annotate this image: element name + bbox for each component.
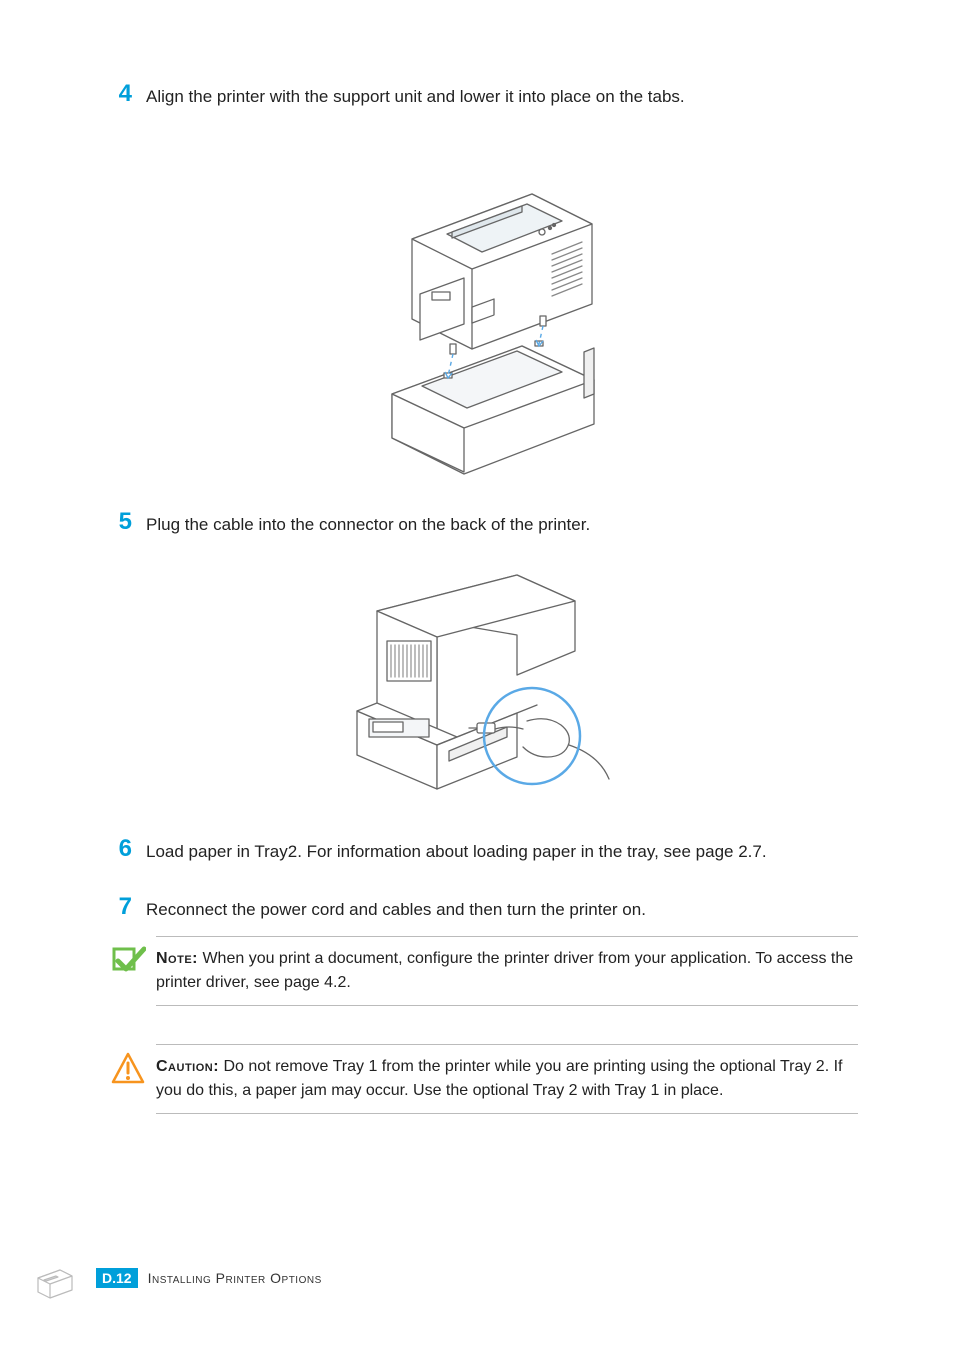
figure-align-printer — [96, 124, 858, 484]
footer-title: Installing Printer Options — [148, 1270, 322, 1286]
step-7: 7 Reconnect the power cord and cables an… — [96, 893, 858, 923]
step-text: Align the printer with the support unit … — [146, 80, 858, 110]
step-number: 6 — [96, 835, 146, 865]
step-text: Reconnect the power cord and cables and … — [146, 893, 858, 923]
step-number: 5 — [96, 508, 146, 538]
caution-label: Caution: — [156, 1058, 219, 1075]
caution-callout: Caution: Do not remove Tray 1 from the p… — [156, 1044, 858, 1114]
footer-badge-num: 12 — [116, 1270, 132, 1286]
note-callout: Note: When you print a document, configu… — [156, 936, 858, 1006]
figure-plug-cable — [96, 551, 858, 811]
printer-corner-icon — [32, 1258, 78, 1304]
step-4: 4 Align the printer with the support uni… — [96, 80, 858, 110]
footer-badge: D.12 — [96, 1268, 138, 1288]
step-6: 6 Load paper in Tray2. For information a… — [96, 835, 858, 865]
caution-text: Caution: Do not remove Tray 1 from the p… — [156, 1058, 842, 1099]
step-text: Plug the cable into the connector on the… — [146, 508, 858, 538]
page: 4 Align the printer with the support uni… — [0, 0, 954, 1348]
caution-body: Do not remove Tray 1 from the printer wh… — [156, 1058, 842, 1099]
note-label: Note: — [156, 950, 198, 967]
printer-cable-illustration — [317, 551, 637, 811]
step-5: 5 Plug the cable into the connector on t… — [96, 508, 858, 538]
step-text: Load paper in Tray2. For information abo… — [146, 835, 858, 865]
footer-badge-prefix: D. — [102, 1270, 116, 1286]
caution-icon — [110, 1051, 146, 1087]
printer-align-illustration — [332, 124, 622, 484]
step-number: 7 — [96, 893, 146, 923]
note-text: Note: When you print a document, configu… — [156, 950, 853, 991]
page-footer: D.12 Installing Printer Options — [96, 1268, 322, 1288]
step-number: 4 — [96, 80, 146, 110]
checkmark-icon — [110, 943, 146, 979]
note-body: When you print a document, configure the… — [156, 950, 853, 991]
